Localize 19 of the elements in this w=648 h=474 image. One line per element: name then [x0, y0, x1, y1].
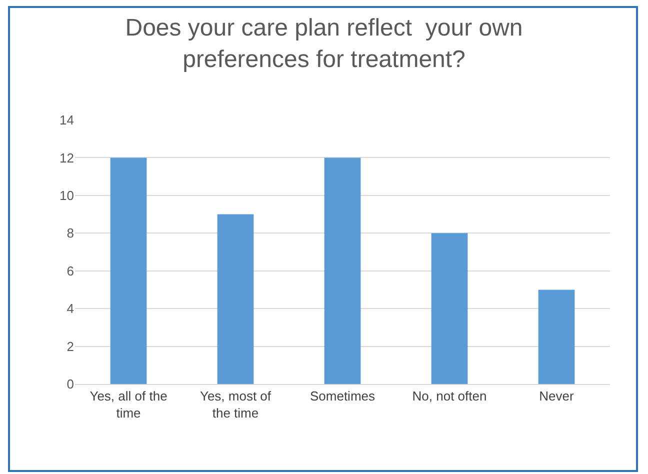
chart-title: Does your care plan reflect your own preferences for treatment? — [125, 14, 523, 73]
y-tick-label: 2 — [66, 338, 74, 354]
y-tick-label: 10 — [60, 188, 74, 203]
y-tick-label: 14 — [60, 112, 74, 128]
x-tick-label: Yes, most of the time — [200, 388, 272, 420]
y-tick-label: 8 — [66, 226, 74, 241]
bar — [217, 214, 254, 384]
bar — [538, 290, 575, 384]
y-tick-label: 12 — [60, 150, 74, 166]
y-tick-label: 0 — [66, 376, 74, 392]
bar — [110, 158, 147, 384]
x-tick-label: Yes, all of the time — [90, 388, 168, 420]
y-tick-label: 4 — [66, 301, 74, 316]
x-tick-label: Sometimes — [310, 388, 376, 404]
x-tick-label: Never — [539, 388, 575, 404]
x-tick-label: No, not often — [412, 388, 487, 404]
y-tick-label: 6 — [66, 263, 74, 278]
bar — [431, 233, 468, 384]
bar — [324, 158, 361, 384]
